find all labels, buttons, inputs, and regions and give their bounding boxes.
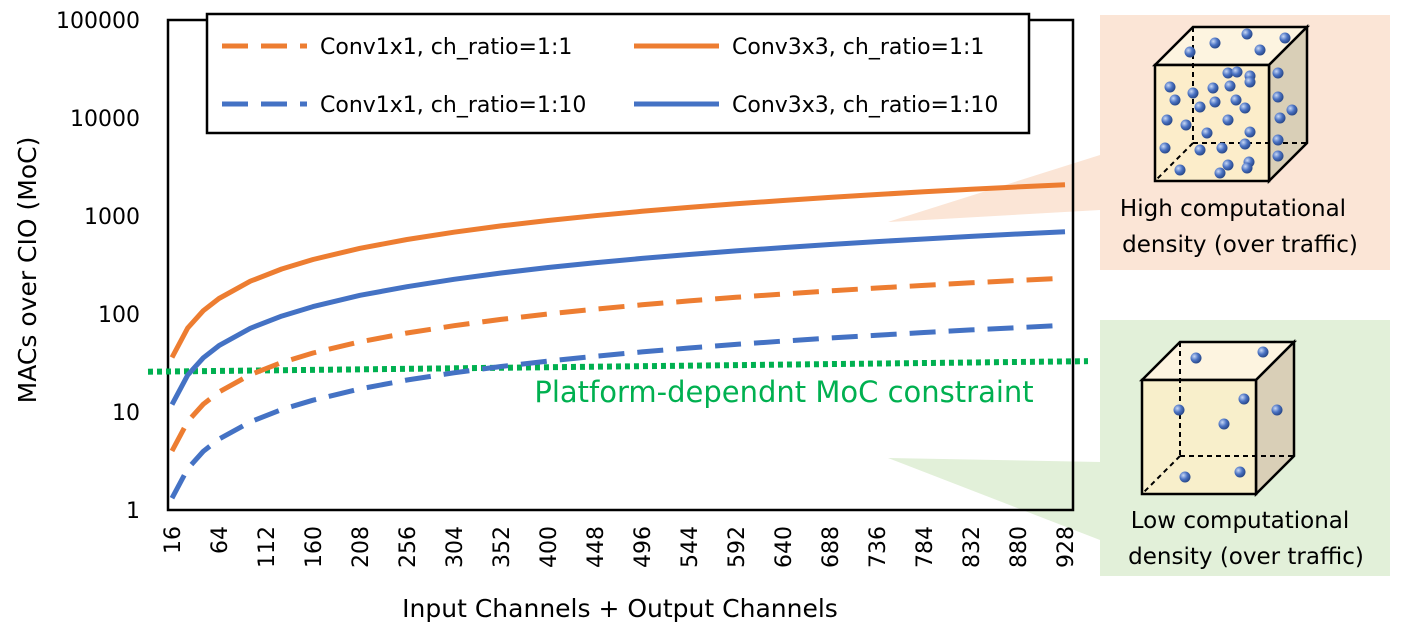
particle — [1222, 159, 1234, 171]
particle — [1222, 67, 1234, 79]
particle — [1238, 393, 1250, 405]
particle — [1173, 404, 1185, 416]
particle — [1254, 44, 1266, 56]
particle — [1201, 127, 1213, 139]
sparse-particles — [1173, 346, 1283, 483]
x-tick-label: 304 — [443, 526, 468, 568]
legend-label: Conv3x3, ch_ratio=1:1 — [732, 35, 984, 60]
series-line-conv1x1-ch-ratio-1-10 — [169, 322, 1066, 500]
particle — [1209, 37, 1221, 49]
x-tick-label: 496 — [631, 526, 656, 568]
high-callout-line2: density (over traffic) — [1122, 232, 1358, 258]
legend-box — [205, 12, 1031, 135]
y-tick-label: 10000 — [70, 107, 140, 132]
x-tick-label: 160 — [302, 526, 327, 568]
x-tick-label: 784 — [913, 526, 938, 568]
particle — [1231, 66, 1243, 78]
particle — [1184, 46, 1196, 58]
moc-constraint-label: Platform-dependnt MoC constraint — [534, 375, 1033, 409]
legend-label: Conv1x1, ch_ratio=1:10 — [320, 93, 586, 118]
particle — [1209, 96, 1221, 108]
x-tick-label: 400 — [537, 526, 562, 568]
particle — [1224, 80, 1236, 92]
y-tick-label: 100 — [98, 303, 140, 328]
x-tick-label: 352 — [490, 526, 515, 568]
particle — [1272, 91, 1284, 103]
series-line-conv3x3-ch-ratio-1-1 — [169, 182, 1066, 359]
particle — [1272, 67, 1284, 79]
particle — [1286, 104, 1298, 116]
dense-cube-illustration — [1151, 23, 1311, 185]
x-tick-label: 112 — [255, 526, 280, 568]
x-tick-label: 592 — [725, 526, 750, 568]
particle — [1214, 167, 1226, 179]
x-tick-label: 16 — [161, 526, 186, 554]
y-tick-label: 1000 — [84, 205, 140, 230]
y-tick-label: 1 — [126, 499, 140, 524]
sparse-cube-illustration — [1138, 338, 1298, 498]
particle — [1257, 346, 1269, 358]
particle — [1244, 76, 1256, 88]
x-tick-label: 832 — [960, 526, 985, 568]
low-callout-line2: density (over traffic) — [1128, 544, 1364, 570]
x-axis-title: Input Channels + Output Channels — [402, 594, 838, 623]
x-tick-label: 256 — [396, 526, 421, 568]
y-tick-label: 10 — [112, 401, 140, 426]
particle — [1159, 142, 1171, 154]
particle — [1180, 119, 1192, 131]
particle — [1179, 471, 1191, 483]
particle — [1239, 138, 1251, 150]
particle — [1174, 164, 1186, 176]
particle — [1241, 28, 1253, 40]
x-tick-label: 928 — [1054, 526, 1079, 568]
x-tick-label: 208 — [349, 526, 374, 568]
plot-area: 1 10 100 1000 10000 100000 16 64 112 160 208 256 304… — [13, 9, 1089, 623]
high-callout-line1: High computational — [1120, 196, 1346, 222]
particle — [1274, 112, 1286, 124]
x-tick-label: 736 — [866, 526, 891, 568]
particle — [1161, 114, 1173, 126]
particle — [1241, 162, 1253, 174]
particle — [1216, 142, 1228, 154]
moc-constraint-line — [147, 358, 1089, 375]
particle — [1187, 87, 1199, 99]
particle — [1194, 144, 1206, 156]
particle — [1169, 94, 1181, 106]
y-axis-title: MACs over CIO (MoC) — [13, 137, 42, 404]
particle — [1190, 352, 1202, 364]
low-density-callout-pointer — [888, 458, 1100, 540]
legend-label: Conv1x1, ch_ratio=1:1 — [320, 35, 572, 60]
particle — [1244, 126, 1256, 138]
particle — [1207, 82, 1219, 94]
x-tick-label: 544 — [678, 526, 703, 568]
series-line-conv1x1-ch-ratio-1-1 — [169, 275, 1066, 453]
x-tick-label: 64 — [208, 526, 233, 554]
particle — [1279, 32, 1291, 44]
particle — [1239, 102, 1251, 114]
particle — [1222, 114, 1234, 126]
legend-label: Conv3x3, ch_ratio=1:10 — [732, 93, 998, 118]
particle — [1218, 418, 1230, 430]
low-callout-line1: Low computational — [1131, 508, 1350, 534]
series-line-conv3x3-ch-ratio-1-10 — [169, 229, 1066, 406]
particle — [1194, 101, 1206, 113]
x-tick-label: 688 — [819, 526, 844, 568]
x-tick-label: 448 — [584, 526, 609, 568]
particle — [1230, 94, 1242, 106]
dense-particles — [1159, 28, 1298, 179]
particle — [1272, 150, 1284, 162]
particle — [1234, 466, 1246, 478]
x-tick-label: 880 — [1007, 526, 1032, 568]
particle — [1164, 81, 1176, 93]
legend: Conv1x1, ch_ratio=1:1 Conv3x3, ch_ratio=1… — [205, 12, 1031, 135]
particle — [1272, 134, 1284, 146]
x-tick-label: 640 — [772, 526, 797, 568]
y-tick-label: 100000 — [56, 9, 140, 34]
particle — [1271, 404, 1283, 416]
